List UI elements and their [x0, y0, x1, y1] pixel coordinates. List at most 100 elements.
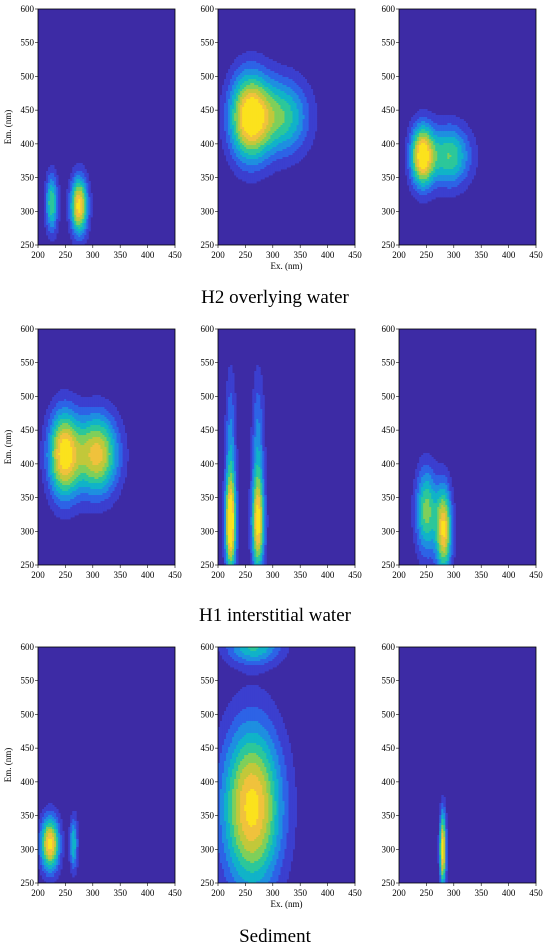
contour-cell	[431, 129, 434, 132]
contour-cell	[427, 179, 430, 182]
contour-cell	[50, 427, 53, 430]
contour-cell	[453, 139, 456, 142]
contour-cell	[224, 81, 227, 84]
contour-cell	[54, 223, 57, 226]
contour-cell	[80, 179, 83, 182]
contour-cell	[439, 127, 442, 130]
contour-cell	[52, 177, 55, 180]
contour-cell	[451, 181, 454, 184]
contour-cell	[268, 113, 271, 116]
contour-cell	[437, 131, 440, 134]
contour-cell	[258, 71, 261, 74]
contour-cell	[72, 243, 75, 245]
contour-cell	[224, 93, 227, 96]
contour-cell	[232, 89, 235, 92]
contour-cell	[248, 133, 251, 136]
contour-cell	[467, 143, 470, 146]
contour-cell	[230, 81, 233, 84]
contour-cell	[84, 215, 87, 218]
contour-cell	[266, 151, 269, 154]
contour-cell	[465, 137, 468, 140]
contour-cell	[453, 157, 456, 160]
contour-cell	[447, 137, 450, 140]
contour-cell	[284, 167, 287, 170]
contour-cell	[236, 121, 239, 124]
contour-cell	[262, 135, 265, 138]
contour-cell	[268, 111, 271, 114]
contour-cell	[240, 91, 243, 94]
contour-cell	[282, 115, 285, 118]
contour-cell	[435, 157, 438, 160]
contour-cell	[258, 147, 261, 150]
contour-cell	[282, 155, 285, 158]
contour-cell	[457, 119, 460, 122]
contour-cell	[90, 209, 93, 212]
contour-cell	[270, 153, 273, 156]
contour-cell	[294, 157, 297, 160]
contour-cell	[409, 185, 412, 188]
contour-cell	[449, 123, 452, 126]
contour-cell	[264, 153, 267, 156]
contour-cell	[431, 113, 434, 116]
contour-cell	[76, 213, 79, 216]
contour-cell	[52, 463, 55, 466]
contour-cell	[288, 139, 291, 142]
contour-cell	[302, 143, 306, 146]
contour-cell	[290, 97, 293, 100]
contour-cell	[88, 209, 91, 212]
contour-cell	[296, 111, 299, 114]
contour-cell	[292, 157, 295, 160]
contour-cell	[78, 239, 81, 242]
contour-cell	[276, 81, 279, 84]
contour-cell	[52, 207, 55, 210]
contour-cell	[439, 139, 442, 142]
contour-cell	[50, 165, 53, 168]
contour-cell	[262, 105, 265, 108]
contour-cell	[258, 151, 261, 154]
contour-cell	[314, 123, 318, 126]
contour-cell	[423, 115, 426, 118]
contour-cell	[244, 81, 247, 84]
contour-cell	[429, 165, 432, 168]
contour-cell	[270, 165, 273, 168]
contour-cell	[258, 75, 261, 78]
contour-cell	[238, 141, 241, 144]
contour-cell	[274, 155, 277, 158]
contour-cell	[80, 163, 83, 166]
contour-cell	[310, 141, 314, 144]
contour-cell	[298, 91, 301, 94]
contour-cell	[44, 183, 47, 186]
contour-cell	[222, 139, 225, 142]
contour-cell	[302, 125, 306, 128]
contour-cell	[246, 59, 249, 62]
contour-cell	[298, 127, 301, 130]
contour-cell	[232, 77, 235, 80]
contour-cell	[260, 63, 263, 66]
contour-cell	[52, 459, 55, 462]
contour-cell	[250, 141, 253, 144]
contour-cell	[429, 169, 432, 172]
contour-cell	[421, 179, 424, 182]
contour-cell	[471, 167, 474, 170]
contour-cell	[278, 113, 281, 116]
contour-cell	[459, 127, 462, 130]
contour-cell	[459, 145, 462, 148]
contour-cell	[250, 169, 253, 172]
contour-cell	[449, 119, 452, 122]
contour-cell	[409, 141, 412, 144]
contour-cell	[40, 443, 43, 446]
contour-cell	[284, 161, 287, 164]
contour-cell	[288, 79, 291, 82]
contour-cell	[447, 141, 450, 144]
contour-cell	[421, 127, 424, 130]
contour-cell	[76, 197, 79, 200]
contour-cell	[70, 217, 73, 220]
contour-cell	[266, 129, 269, 132]
contour-cell	[292, 161, 295, 164]
contour-cell	[66, 191, 69, 194]
contour-cell	[86, 219, 89, 222]
contour-cell	[467, 167, 470, 170]
contour-cell	[234, 87, 237, 90]
contour-cell	[238, 67, 241, 70]
contour-cell	[86, 223, 89, 226]
